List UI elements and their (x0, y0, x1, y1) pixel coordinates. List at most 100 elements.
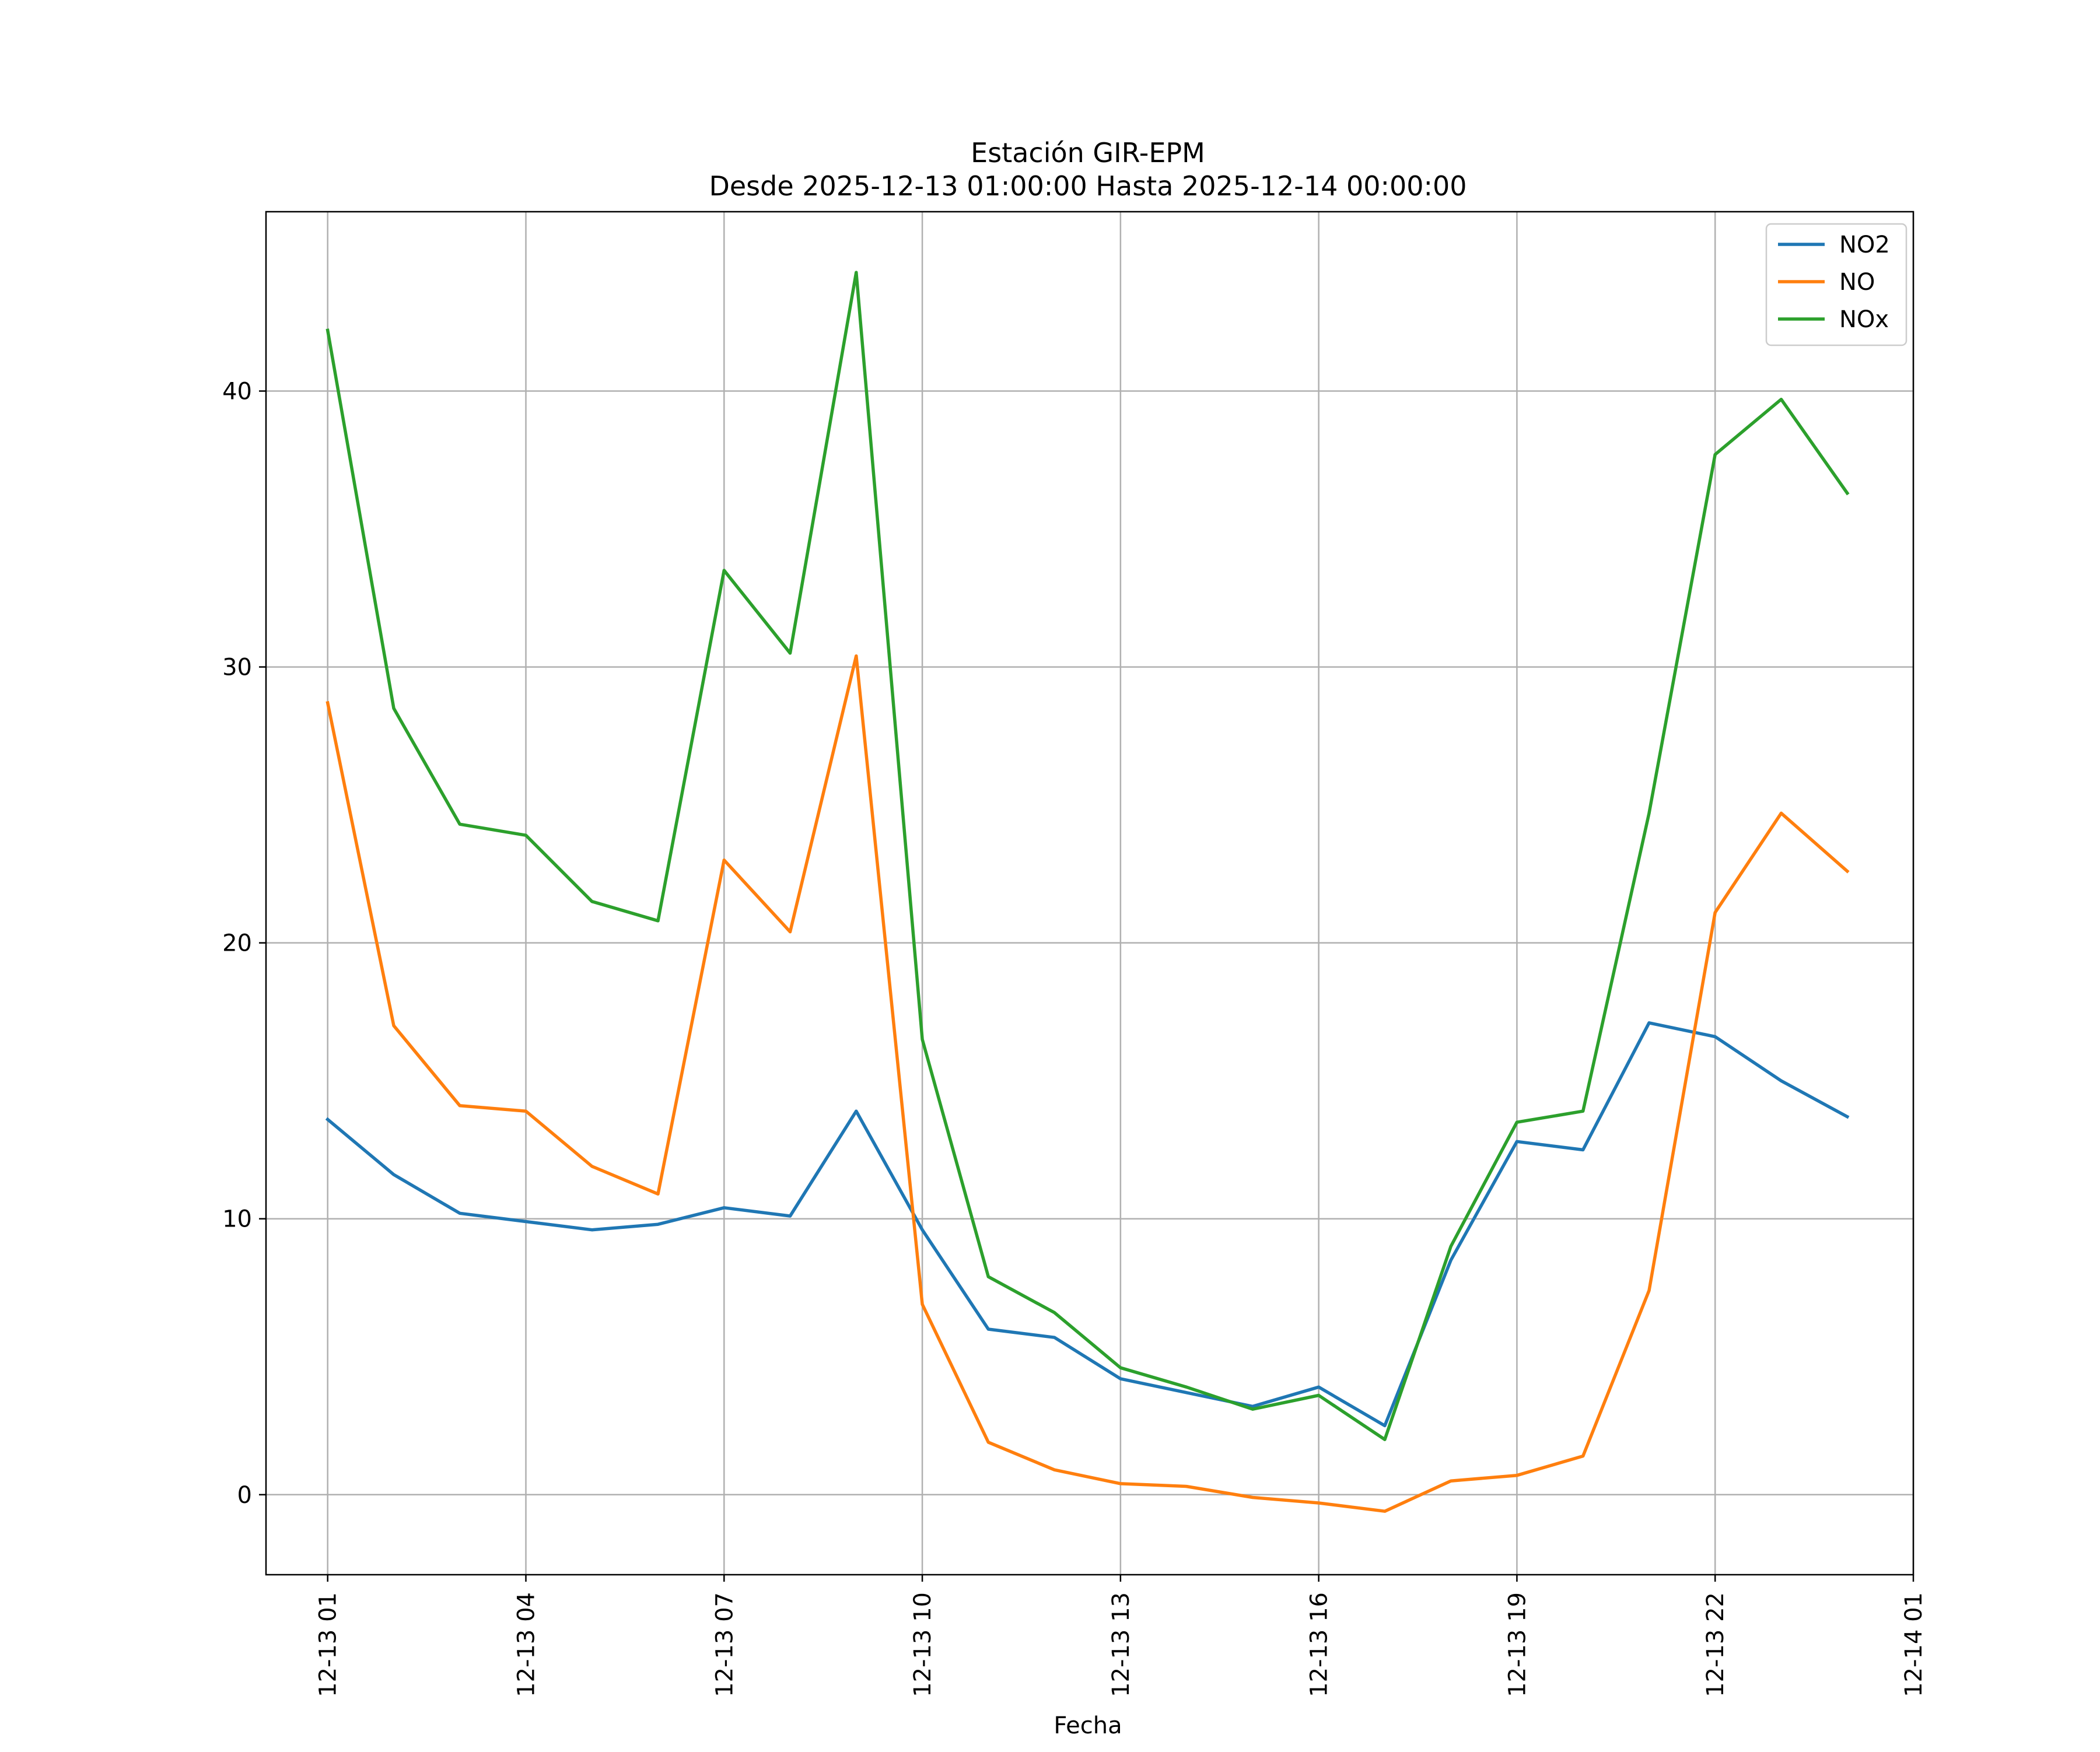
data-point-nox (1382, 1437, 1387, 1442)
data-point-no (1713, 910, 1717, 915)
data-point-no2 (1382, 1424, 1387, 1428)
legend: NO2 NO NOx (1765, 223, 1908, 346)
data-point-nox (986, 1274, 991, 1279)
data-point-no2 (854, 1109, 859, 1113)
data-point-nox (326, 328, 330, 332)
y-axis: 0 10 20 30 40 (222, 379, 266, 1509)
data-point-nox (1052, 1311, 1057, 1315)
data-point-no (1845, 869, 1850, 874)
y-tick-label: 40 (222, 379, 252, 405)
plot-area-frame (265, 211, 1915, 1576)
data-point-nox (1448, 1244, 1453, 1249)
data-point-no2 (1647, 1021, 1651, 1025)
data-point-no2 (326, 1117, 330, 1122)
legend-box (1765, 223, 1908, 346)
data-point-no2 (1448, 1258, 1453, 1263)
data-point-no (1581, 1454, 1586, 1459)
data-point-nox (590, 899, 594, 904)
data-point-no (391, 1024, 396, 1028)
data-point-no2 (1845, 1115, 1850, 1119)
data-point-nox (854, 270, 859, 275)
x-tick-label: 12-13 10 (909, 1592, 936, 1697)
x-tick-label: 12-13 01 (315, 1592, 342, 1697)
data-point-no (1779, 811, 1784, 815)
series-line-nox (326, 271, 1850, 1441)
x-tick-label: 12-13 19 (1504, 1592, 1531, 1697)
x-tick-label: 12-13 07 (711, 1592, 738, 1697)
data-point-no (1448, 1478, 1453, 1483)
x-tick-label: 12-13 22 (1702, 1592, 1729, 1697)
data-point-nox (1713, 452, 1717, 457)
data-point-nox (656, 919, 660, 923)
y-tick-label: 30 (222, 654, 252, 681)
data-point-no2 (1118, 1376, 1123, 1381)
data-point-no (524, 1109, 528, 1113)
data-point-no (656, 1192, 660, 1196)
data-point-nox (524, 833, 528, 838)
data-point-no2 (457, 1211, 462, 1215)
data-point-no2 (656, 1222, 660, 1227)
data-point-nox (1647, 811, 1651, 815)
legend-label-nox: NOx (1839, 306, 1889, 333)
x-tick-label: 12-13 16 (1306, 1592, 1333, 1697)
data-point-no2 (391, 1172, 396, 1177)
x-axis-label: Fecha (1054, 1712, 1122, 1739)
data-point-nox (457, 822, 462, 826)
data-point-no2 (1779, 1078, 1784, 1083)
data-point-nox (1250, 1407, 1255, 1411)
data-point-no2 (1713, 1035, 1717, 1039)
data-point-no2 (1514, 1139, 1519, 1144)
data-point-nox (788, 651, 793, 656)
data-point-no (326, 700, 330, 705)
data-point-no (920, 1302, 925, 1306)
data-point-nox (1118, 1365, 1123, 1370)
data-point-nox (1514, 1120, 1519, 1124)
legend-label-no: NO (1839, 269, 1875, 296)
data-point-no2 (788, 1214, 793, 1218)
data-point-no2 (524, 1220, 528, 1224)
x-axis: 12-13 01 12-13 04 12-13 07 12-13 10 12-13 13… (315, 1575, 1927, 1697)
data-point-no (1184, 1484, 1189, 1489)
data-point-no2 (920, 1228, 925, 1232)
y-tick-label: 0 (237, 1482, 252, 1509)
data-point-no (1647, 1288, 1651, 1293)
x-tick-label: 12-14 01 (1901, 1592, 1927, 1697)
data-point-no (1118, 1481, 1123, 1486)
x-tick-label: 12-13 13 (1108, 1592, 1135, 1697)
data-point-nox (920, 1037, 925, 1042)
data-point-nox (1184, 1385, 1189, 1389)
data-point-no (1250, 1495, 1255, 1500)
data-point-nox (722, 568, 726, 573)
data-point-no (1317, 1501, 1321, 1505)
data-point-nox (1845, 491, 1850, 496)
data-point-no (1514, 1473, 1519, 1478)
data-point-no2 (1184, 1390, 1189, 1395)
data-point-no2 (1317, 1385, 1321, 1389)
data-point-no2 (722, 1206, 726, 1210)
y-tick-label: 20 (222, 930, 252, 957)
data-point-no (457, 1103, 462, 1108)
data-point-nox (1581, 1109, 1586, 1113)
data-point-nox (391, 706, 396, 711)
legend-label-no2: NO2 (1839, 232, 1890, 258)
data-point-no2 (590, 1228, 594, 1232)
y-tick-label: 10 (222, 1206, 252, 1233)
data-point-no2 (986, 1327, 991, 1331)
data-point-no (1052, 1467, 1057, 1472)
data-point-nox (1779, 397, 1784, 402)
data-point-no2 (1581, 1148, 1586, 1152)
data-point-no2 (1052, 1335, 1057, 1340)
series-line-no2 (325, 1021, 1850, 1428)
data-point-no (788, 930, 793, 934)
chart-title: Estación GIR-EPM (971, 137, 1205, 169)
data-point-no (1382, 1509, 1387, 1513)
x-tick-label: 12-13 04 (513, 1592, 540, 1697)
data-point-nox (1317, 1393, 1321, 1398)
chart-subtitle: Desde 2025-12-13 01:00:00 Hasta 2025-12-… (709, 170, 1466, 202)
data-point-no (854, 654, 859, 658)
data-point-no (986, 1440, 991, 1445)
series-line-no (326, 654, 1850, 1513)
